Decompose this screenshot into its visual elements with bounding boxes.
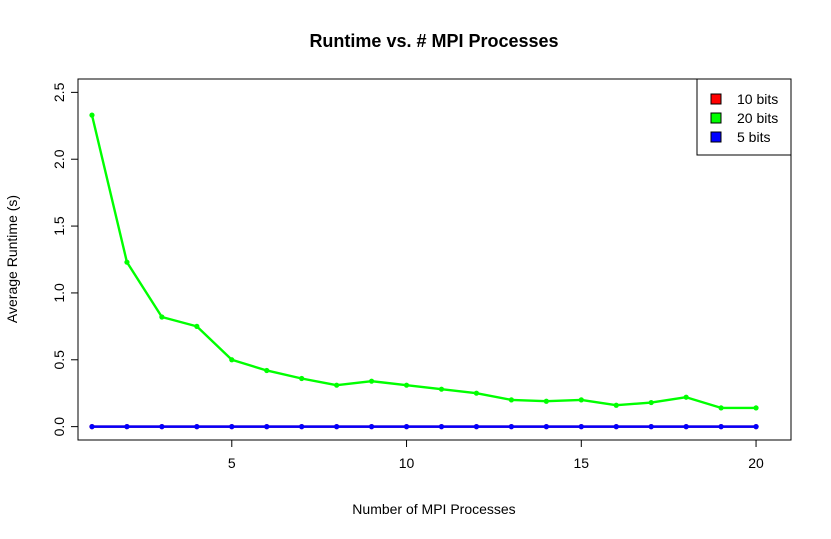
legend-label-10-bits: 10 bits <box>737 91 778 107</box>
data-point-5-bits <box>543 424 549 430</box>
x-axis: 5 10 15 20 <box>228 439 764 471</box>
data-point-20-bits <box>508 397 514 403</box>
data-point-5-bits <box>403 424 410 430</box>
y-tick-label: 0.0 <box>51 417 67 437</box>
y-tick-label: 1.5 <box>51 216 67 236</box>
data-point-20-bits <box>124 259 130 265</box>
data-point-20-bits <box>264 367 270 374</box>
data-point-5-bits <box>613 424 619 430</box>
data-point-20-bits <box>613 402 619 408</box>
data-point-20-bits <box>578 397 584 403</box>
data-point-20-bits <box>438 386 445 392</box>
data-point-20-bits <box>159 314 165 320</box>
data-point-5-bits <box>229 424 235 430</box>
data-point-20-bits <box>648 399 654 406</box>
data-point-5-bits <box>299 424 305 430</box>
x-axis-label: Number of MPI Processes <box>352 501 515 517</box>
data-point-20-bits <box>229 357 235 363</box>
legend-swatch-10-bits <box>710 93 722 105</box>
x-tick-label: 15 <box>574 455 590 471</box>
y-tick-label: 0.5 <box>51 350 67 370</box>
data-point-20-bits <box>718 405 724 411</box>
y-tick-label: 1.0 <box>51 283 67 303</box>
data-point-5-bits <box>264 424 270 430</box>
data-point-5-bits <box>508 424 514 430</box>
data-point-5-bits <box>648 424 654 430</box>
data-point-5-bits <box>683 424 689 430</box>
legend-swatch-5-bits <box>710 131 722 143</box>
series-line-20-bits <box>90 114 757 410</box>
y-axis-label: Average Runtime (s) <box>4 195 20 323</box>
data-point-5-bits <box>473 424 480 430</box>
data-point-5-bits <box>753 424 759 430</box>
data-point-5-bits <box>578 424 584 430</box>
data-point-20-bits <box>403 382 410 388</box>
data-point-20-bits <box>334 382 340 388</box>
data-point-5-bits <box>124 424 130 430</box>
legend-swatch-20-bits <box>710 112 722 124</box>
data-point-20-bits <box>543 398 549 404</box>
data-point-20-bits <box>89 112 95 118</box>
data-point-5-bits <box>334 424 340 430</box>
data-point-5-bits <box>159 424 165 430</box>
data-point-20-bits <box>753 405 759 411</box>
data-point-5-bits <box>438 424 445 430</box>
legend: 10 bits 20 bits 5 bits <box>696 78 792 156</box>
data-point-20-bits <box>299 375 305 382</box>
data-point-5-bits <box>89 424 95 430</box>
data-point-20-bits <box>473 390 480 396</box>
y-tick-label: 2.5 <box>51 82 67 102</box>
data-point-5-bits <box>718 424 724 430</box>
data-point-20-bits <box>194 323 200 329</box>
x-tick-label: 5 <box>228 455 236 471</box>
chart-title: Runtime vs. # MPI Processes <box>309 31 558 51</box>
data-point-5-bits <box>368 424 375 430</box>
data-point-20-bits <box>683 394 689 400</box>
legend-label-20-bits: 20 bits <box>737 110 778 126</box>
x-tick-label: 10 <box>399 455 415 471</box>
series-layer <box>89 112 759 430</box>
y-tick-label: 2.0 <box>51 149 67 169</box>
y-axis: 0.0 0.5 1.0 1.5 2.0 2.5 <box>51 82 79 437</box>
legend-label-5-bits: 5 bits <box>737 129 770 145</box>
data-point-5-bits <box>194 424 200 430</box>
x-tick-label: 20 <box>748 455 764 471</box>
data-point-20-bits <box>368 378 375 384</box>
plot-frame <box>77 78 792 441</box>
